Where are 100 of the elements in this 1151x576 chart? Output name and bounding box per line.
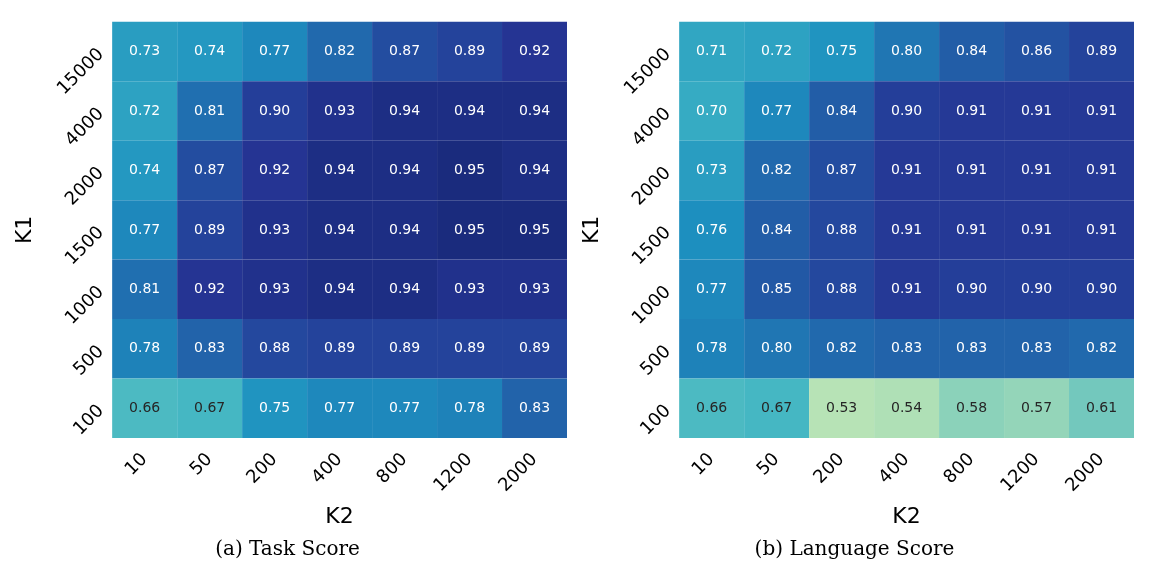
data-label: 0.72 [761, 42, 793, 59]
data-label: 0.74 [129, 161, 161, 178]
data-label: 0.94 [388, 220, 421, 237]
data-label: 0.75 [259, 398, 291, 415]
data-label: 0.72 [129, 101, 161, 118]
data-label: 0.91 [1020, 101, 1053, 118]
data-label: 0.88 [826, 220, 858, 237]
data-label: 0.93 [453, 279, 486, 296]
data-label: 0.89 [388, 339, 421, 356]
data-label: 0.77 [259, 42, 291, 59]
y-axis-title: K1 [577, 215, 603, 245]
data-label: 0.93 [518, 279, 551, 296]
data-label: 0.53 [826, 398, 858, 415]
data-label: 0.95 [453, 161, 486, 178]
data-label: 0.70 [696, 101, 728, 118]
y-tick-label: 500 [68, 340, 108, 380]
data-label: 0.84 [761, 220, 793, 237]
data-label: 0.89 [518, 339, 551, 356]
data-label: 0.91 [891, 279, 923, 296]
x-tick-label: 200 [808, 447, 848, 487]
data-label: 0.94 [453, 101, 486, 118]
data-label: 0.80 [891, 42, 923, 59]
data-label: 0.87 [388, 42, 421, 59]
data-label: 0.90 [955, 279, 988, 296]
data-label: 0.94 [324, 220, 356, 237]
data-label: 0.89 [1085, 42, 1118, 59]
data-label: 0.90 [1020, 279, 1053, 296]
data-label: 0.83 [955, 339, 988, 356]
data-label: 0.73 [696, 161, 728, 178]
data-label: 0.94 [388, 279, 421, 296]
x-tick-label: 400 [306, 447, 346, 487]
data-label: 0.84 [955, 42, 988, 59]
x-tick-label: 800 [371, 447, 411, 487]
data-label: 0.87 [194, 161, 226, 178]
x-tick-label: 50 [751, 447, 783, 479]
data-label: 0.66 [129, 398, 161, 415]
data-label: 0.94 [518, 161, 551, 178]
x-tick-label: 50 [184, 447, 216, 479]
data-label: 0.83 [194, 339, 226, 356]
data-label: 0.77 [388, 398, 421, 415]
data-label: 0.82 [761, 161, 793, 178]
data-label: 0.78 [453, 398, 486, 415]
data-label: 0.67 [761, 398, 793, 415]
y-axis-title: K1 [10, 215, 36, 245]
data-label: 0.61 [1085, 398, 1118, 415]
data-label: 0.88 [259, 339, 291, 356]
data-label: 0.92 [518, 42, 551, 59]
x-axis-title: K2 [892, 502, 921, 528]
data-label: 0.78 [696, 339, 728, 356]
data-label: 0.94 [388, 101, 421, 118]
x-tick-label: 800 [938, 447, 978, 487]
data-label: 0.91 [1020, 220, 1053, 237]
text: (b) Language Score [754, 536, 955, 561]
y-tick-label: 100 [635, 399, 675, 439]
x-tick-label: 400 [873, 447, 913, 487]
data-label: 0.91 [955, 161, 988, 178]
data-label: 0.81 [129, 279, 161, 296]
data-label: 0.94 [518, 101, 551, 118]
data-label: 0.92 [259, 161, 291, 178]
data-label: 0.91 [1020, 161, 1053, 178]
data-label: 0.54 [891, 398, 923, 415]
data-label: 0.82 [1085, 339, 1118, 356]
data-label: 0.71 [696, 42, 728, 59]
data-label: 0.81 [194, 101, 226, 118]
data-label: 0.78 [129, 339, 161, 356]
data-label: 0.91 [955, 101, 988, 118]
data-label: 0.77 [324, 398, 356, 415]
data-label: 0.94 [324, 161, 356, 178]
data-label: 0.86 [1020, 42, 1053, 59]
data-label: 0.95 [518, 220, 551, 237]
data-label: 0.83 [1020, 339, 1053, 356]
x-axis-title: K2 [325, 502, 354, 528]
x-tick-label: 200 [241, 447, 281, 487]
data-label: 0.73 [129, 42, 161, 59]
data-label: 0.67 [194, 398, 226, 415]
data-label: 0.91 [955, 220, 988, 237]
data-label: 0.94 [324, 279, 356, 296]
data-label: 0.91 [891, 161, 923, 178]
data-label: 0.82 [324, 42, 356, 59]
data-label: 0.82 [826, 339, 858, 356]
data-label: 0.89 [453, 339, 486, 356]
text: (a) Task Score [215, 536, 360, 561]
data-label: 0.87 [826, 161, 858, 178]
data-label: 0.89 [453, 42, 486, 59]
data-label: 0.93 [259, 220, 291, 237]
data-label: 0.91 [1085, 101, 1118, 118]
data-label: 0.83 [891, 339, 923, 356]
data-label: 0.94 [388, 161, 421, 178]
data-label: 0.90 [1085, 279, 1118, 296]
x-tick-label: 10 [119, 447, 151, 479]
data-label: 0.93 [259, 279, 291, 296]
data-label: 0.90 [259, 101, 291, 118]
data-label: 0.93 [324, 101, 356, 118]
x-tick-label: 10 [686, 447, 718, 479]
data-label: 0.77 [761, 101, 793, 118]
data-label: 0.91 [1085, 220, 1118, 237]
data-label: 0.75 [826, 42, 858, 59]
data-label: 0.91 [891, 220, 923, 237]
data-label: 0.74 [194, 42, 226, 59]
data-label: 0.77 [696, 279, 728, 296]
